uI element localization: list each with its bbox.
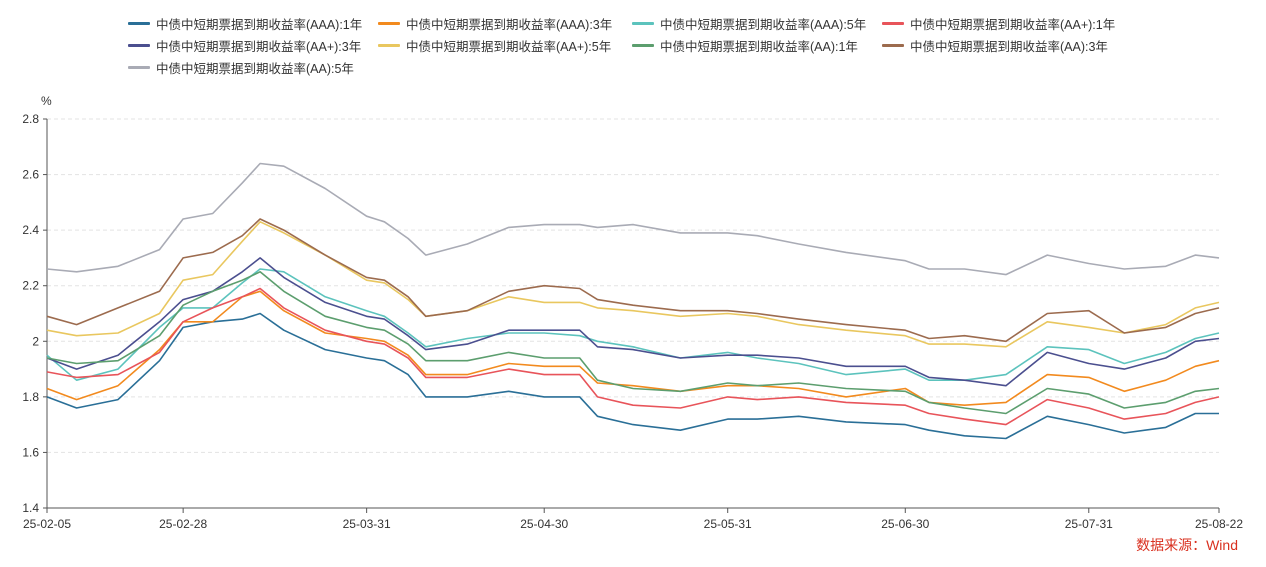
- series-line-2: [46, 290, 1220, 406]
- series-line-4: [46, 287, 1220, 426]
- x-tick-label: 25-04-30: [520, 517, 568, 531]
- series-line-3: [46, 268, 1220, 381]
- series-line-1: [46, 312, 1219, 440]
- x-tick-label: 25-02-28: [159, 517, 207, 531]
- legend-item-5[interactable]: 中债中短期票据到期收益率(AA+):3年: [128, 36, 378, 54]
- y-tick-label: 2.8: [22, 112, 39, 126]
- legend-label: 中债中短期票据到期收益率(AAA):1年: [156, 17, 363, 32]
- legend-swatch: [632, 43, 654, 47]
- y-tick-label: 2.2: [22, 279, 39, 293]
- legend-item-4[interactable]: 中债中短期票据到期收益率(AA+):1年: [882, 14, 1136, 32]
- legend-item-8[interactable]: 中债中短期票据到期收益率(AA):3年: [882, 36, 1136, 54]
- legend-item-3[interactable]: 中债中短期票据到期收益率(AAA):5年: [632, 14, 882, 32]
- legend-item-6[interactable]: 中债中短期票据到期收益率(AA+):5年: [378, 36, 632, 54]
- legend-swatch: [378, 43, 400, 47]
- legend-swatch: [128, 65, 150, 69]
- x-tick-label: 25-02-05: [23, 517, 71, 531]
- y-tick-label: 1.8: [22, 390, 39, 404]
- legend-item-9[interactable]: 中债中短期票据到期收益率(AA):5年: [128, 58, 378, 76]
- legend-label: 中债中短期票据到期收益率(AAA):3年: [406, 17, 613, 32]
- y-tick-label: 2.4: [22, 223, 39, 237]
- legend-item-7[interactable]: 中债中短期票据到期收益率(AA):1年: [632, 36, 882, 54]
- series-line-9: [46, 162, 1220, 276]
- series-line-5: [46, 257, 1220, 387]
- legend-label: 中债中短期票据到期收益率(AA):3年: [910, 39, 1108, 54]
- axes: 1.4 1.6 1.8 2 2.2 2.4 2.6 2.8 25-02-05 25-02-28 25…: [22, 112, 1243, 531]
- grid-lines: [47, 118, 1219, 453]
- legend-label: 中债中短期票据到期收益率(AA+):5年: [406, 39, 612, 54]
- y-tick-label: 1.6: [22, 445, 39, 459]
- legend-label: 中债中短期票据到期收益率(AA):5年: [156, 61, 354, 76]
- legend-item-2[interactable]: 中债中短期票据到期收益率(AAA):3年: [378, 14, 632, 32]
- legend-label: 中债中短期票据到期收益率(AA+):1年: [910, 17, 1116, 32]
- y-axis-label: %: [41, 94, 52, 108]
- legend-label: 中债中短期票据到期收益率(AAA):5年: [660, 17, 867, 32]
- legend-swatch: [378, 21, 400, 25]
- x-tick-label: 25-05-31: [704, 517, 752, 531]
- legend-swatch: [128, 21, 150, 25]
- legend-swatch: [128, 43, 150, 47]
- x-tick-label: 25-07-31: [1065, 517, 1113, 531]
- data-source-note: 数据来源：Wind: [1136, 537, 1238, 553]
- series-line-7: [46, 271, 1220, 415]
- legend-swatch: [882, 21, 904, 25]
- y-tick-label: 2.6: [22, 168, 39, 182]
- x-tick-label: 25-08-22: [1195, 517, 1243, 531]
- series-line-6: [46, 221, 1220, 348]
- legend-label: 中债中短期票据到期收益率(AA):1年: [660, 39, 858, 54]
- y-tick-label: 1.4: [22, 501, 39, 515]
- x-tick-label: 25-06-30: [881, 517, 929, 531]
- legend-swatch: [632, 21, 654, 25]
- legend-label: 中债中短期票据到期收益率(AA+):3年: [156, 39, 362, 54]
- legend-swatch: [882, 43, 904, 47]
- series-line-8: [46, 218, 1220, 343]
- y-tick-label: 2: [32, 334, 39, 348]
- series-lines: [46, 162, 1220, 440]
- legend-item-1[interactable]: 中债中短期票据到期收益率(AAA):1年: [128, 14, 378, 32]
- chart-legend: 中债中短期票据到期收益率(AAA):1年 中债中短期票据到期收益率(AAA):3年…: [128, 14, 1168, 76]
- x-tick-label: 25-03-31: [343, 517, 391, 531]
